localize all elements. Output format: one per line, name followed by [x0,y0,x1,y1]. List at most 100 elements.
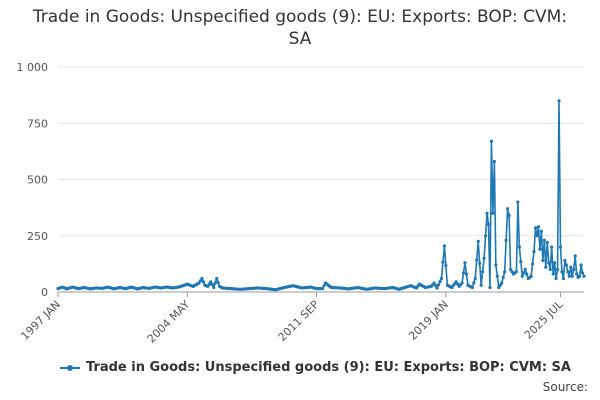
data-point [213,281,217,285]
data-point [561,276,566,281]
x-tick-label: 2025 JUL [522,297,566,341]
data-point [504,238,508,242]
data-point [517,245,521,249]
legend-swatch-icon [60,364,80,371]
data-point [495,274,499,278]
data-point [535,234,539,238]
data-point [555,267,560,272]
y-tick-label: 0 [41,286,48,299]
data-point [532,249,536,254]
data-point [566,270,570,274]
data-point [436,283,441,287]
data-point [539,229,543,233]
data-point [541,258,545,263]
data-point [569,265,573,269]
data-point [212,285,216,290]
data-point [551,272,555,276]
data-point [482,256,486,260]
data-point [564,263,568,267]
data-point [545,240,549,245]
data-point [500,281,504,285]
data-point [529,274,533,278]
data-point [322,284,326,288]
data-point [516,200,520,204]
data-point [506,207,510,211]
x-tick-label: 2019 JAN [406,298,451,343]
legend-label: Trade in Goods: Unspecified goods (9): E… [86,360,571,375]
data-point [570,274,574,278]
data-point [479,283,483,287]
data-point [486,222,491,227]
series-line [57,99,585,291]
data-point [563,258,567,263]
data-point [438,280,442,284]
data-point [488,285,492,290]
data-point [542,238,546,242]
data-point [503,270,507,274]
data-point [201,280,206,284]
data-point [481,270,485,274]
data-point [520,274,524,278]
data-point [473,276,477,281]
data-point [441,260,445,264]
data-point [444,263,448,268]
data-point [494,263,498,267]
chart-legend[interactable]: Trade in Goods: Unspecified goods (9): E… [60,360,571,375]
data-point [216,280,220,285]
data-point [523,267,527,272]
x-tick-label: 2004 MAY [145,298,193,346]
x-tick-label: 2011 SEP [276,298,322,344]
data-point [580,271,585,275]
data-point [491,211,495,215]
data-point [478,261,482,265]
data-point [572,267,576,272]
data-point [432,281,436,285]
data-point [560,270,564,274]
y-tick-label: 250 [27,230,48,243]
data-point [492,159,496,164]
data-point [538,247,542,251]
data-point [439,276,444,281]
data-point [200,276,204,281]
x-tick-label: 1997 JAN [18,298,63,343]
y-tick-label: 500 [27,174,48,187]
y-tick-label: 750 [27,117,48,130]
data-point [463,261,467,265]
data-point [475,258,479,262]
data-point [550,245,554,249]
data-point [575,272,579,276]
data-point [507,213,511,218]
data-point [320,287,325,291]
data-point [579,263,583,267]
data-point [209,280,213,284]
data-point [435,286,439,290]
data-point [210,283,214,287]
y-tick-label: 1 000 [17,61,49,74]
data-point [577,274,582,278]
data-point [573,254,577,258]
data-point [557,99,561,103]
data-point [548,267,552,272]
source-label: Source: [542,380,588,394]
data-point [567,274,571,278]
data-point [553,261,557,265]
data-point [554,276,558,281]
data-point [514,270,519,274]
data-point [525,272,529,276]
data-point [215,276,219,281]
data-point [442,244,447,248]
data-point [501,275,505,279]
data-point [547,261,551,265]
data-point [522,271,526,275]
data-point [519,260,523,264]
data-point [533,226,538,230]
data-point [530,262,535,266]
data-point [460,281,464,285]
data-point [483,234,488,238]
data-point [544,265,548,269]
data-point [485,211,489,215]
data-point [472,281,476,285]
data-point [464,272,469,276]
